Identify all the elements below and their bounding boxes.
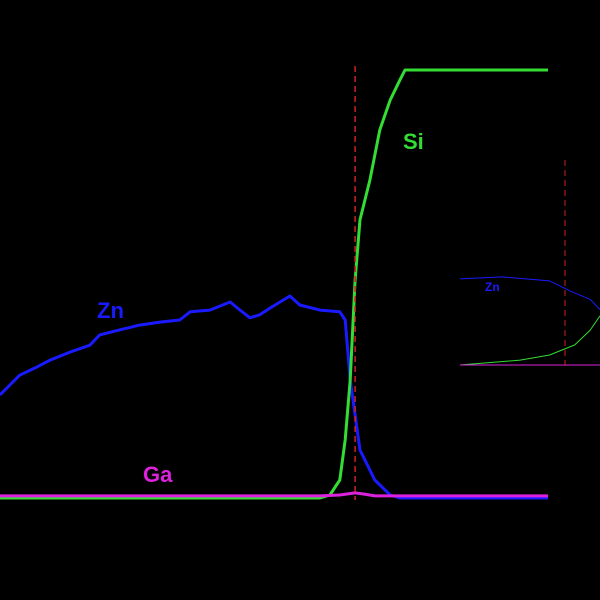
series-line — [459, 315, 600, 366]
series-line — [0, 68, 548, 500]
series-label: Si — [403, 129, 424, 154]
series-label: Zn — [485, 280, 500, 294]
series-label: Zn — [97, 298, 124, 323]
series-line — [0, 491, 548, 498]
series-line — [0, 294, 548, 500]
series-line — [459, 276, 600, 310]
series-label: Ga — [143, 462, 173, 487]
